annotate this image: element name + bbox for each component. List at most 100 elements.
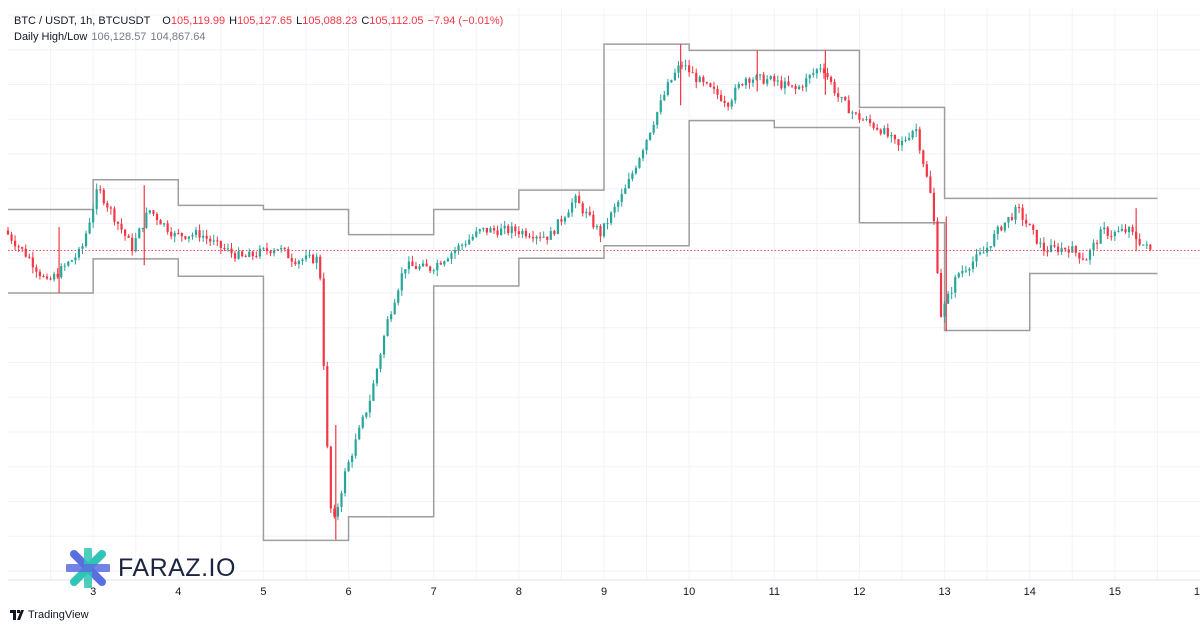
candle-body <box>500 228 503 236</box>
candle <box>287 246 290 259</box>
candle <box>152 209 155 217</box>
candle <box>964 265 967 273</box>
candle <box>212 234 215 246</box>
candle-body <box>819 68 822 70</box>
candle <box>393 298 396 315</box>
candle <box>950 286 953 300</box>
candle-body <box>531 236 535 239</box>
candle-body <box>443 261 446 265</box>
candle <box>131 233 134 256</box>
x-tick-label: 4 <box>175 586 181 598</box>
candle <box>311 253 315 264</box>
candle-body <box>567 212 570 218</box>
candle <box>524 228 528 239</box>
candle-body <box>762 74 765 84</box>
candle <box>361 414 364 430</box>
candle <box>1124 224 1127 234</box>
candle-body <box>691 72 694 74</box>
candle-body <box>177 232 180 234</box>
candle <box>485 227 489 236</box>
candle-body <box>638 158 641 168</box>
candle-body <box>1113 231 1116 237</box>
candle <box>241 250 244 258</box>
candle <box>1060 242 1063 255</box>
candle-body <box>858 113 861 120</box>
candle-body <box>837 93 840 98</box>
candle-body <box>202 235 205 238</box>
candle-body <box>581 203 584 214</box>
candle <box>1014 204 1017 225</box>
candle <box>773 73 776 87</box>
candle-body <box>123 229 127 236</box>
candle-body <box>1117 230 1120 232</box>
candle-body <box>1088 250 1092 260</box>
indicator-row[interactable]: Daily High/Low 106,128.57 104,867.64 <box>14 29 503 45</box>
candle <box>489 226 492 233</box>
candle-body <box>379 354 382 369</box>
candle-body <box>751 79 755 83</box>
candle-body <box>471 236 474 240</box>
x-tick-label: 3 <box>90 586 96 598</box>
candle-body <box>719 94 723 101</box>
candle-body <box>950 292 953 294</box>
candle-body <box>602 223 606 237</box>
candle <box>723 95 726 108</box>
candle-body <box>936 221 939 274</box>
candle <box>535 235 538 245</box>
candle-body <box>677 65 680 73</box>
candle <box>677 60 680 79</box>
indicator-high-value: 106,128.57 <box>91 31 147 43</box>
candle <box>297 259 301 269</box>
candle-body <box>620 193 623 202</box>
candle <box>851 110 854 120</box>
candle <box>1088 248 1092 265</box>
candle <box>748 77 751 89</box>
candle <box>1028 223 1031 226</box>
candle-body <box>1010 217 1014 220</box>
candle <box>1003 222 1006 233</box>
candle-body <box>233 253 237 259</box>
candle <box>829 75 833 85</box>
candle-body <box>468 239 471 245</box>
candle-body <box>1028 223 1031 226</box>
candle <box>549 226 552 240</box>
candle-body <box>588 212 591 215</box>
candle <box>343 467 347 497</box>
candle-body <box>893 135 897 140</box>
candle <box>425 259 428 267</box>
candle <box>890 132 893 143</box>
candle-body <box>457 245 460 251</box>
candle-body <box>854 112 857 114</box>
candle <box>1081 252 1085 261</box>
candle-body <box>812 73 815 75</box>
candle-body <box>60 266 63 278</box>
candle-body <box>929 176 932 193</box>
tradingview-attribution[interactable]: TradingView <box>10 609 89 621</box>
candle-body <box>272 250 276 254</box>
candle-body <box>769 76 772 80</box>
candle-body <box>524 230 528 237</box>
candle <box>421 259 425 268</box>
candle-body <box>1049 245 1053 252</box>
candle-body <box>248 251 251 258</box>
candle-body <box>758 74 762 76</box>
candle-body <box>907 137 911 140</box>
candle-body <box>712 86 716 89</box>
candle-body <box>851 112 854 114</box>
candle-body <box>223 248 226 250</box>
change-value: −7.94 (−0.01%) <box>427 15 504 27</box>
candle-body <box>162 223 166 225</box>
candle-body <box>450 253 453 259</box>
candle-body <box>198 230 201 238</box>
candle <box>627 172 630 189</box>
candle-body <box>514 226 517 232</box>
candle <box>546 236 549 245</box>
candle-body <box>673 72 677 80</box>
candle <box>744 76 748 89</box>
candle-body <box>226 248 230 250</box>
candle <box>372 379 375 402</box>
candle <box>414 262 418 270</box>
candle-body <box>478 229 481 232</box>
candle-body <box>932 192 936 222</box>
